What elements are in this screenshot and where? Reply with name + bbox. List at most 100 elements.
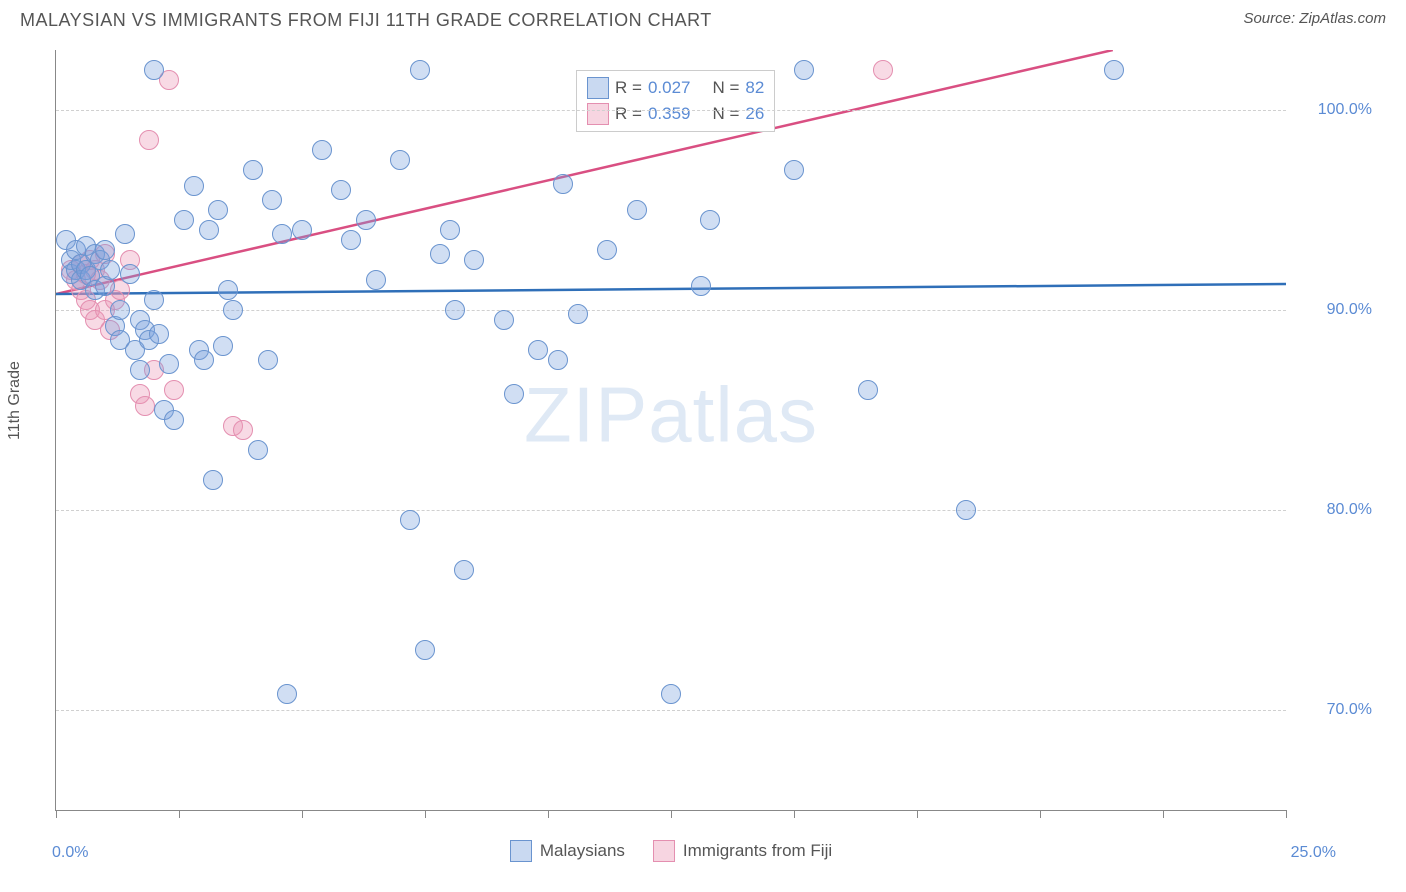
malaysians-point xyxy=(445,300,465,320)
x-axis-min-label: 0.0% xyxy=(52,844,88,862)
malaysians-point xyxy=(390,150,410,170)
x-tick xyxy=(671,810,672,818)
malaysians-point xyxy=(858,380,878,400)
x-tick xyxy=(179,810,180,818)
malaysians-point xyxy=(366,270,386,290)
malaysians-point xyxy=(410,60,430,80)
malaysians-point xyxy=(784,160,804,180)
malaysians-point xyxy=(184,176,204,196)
malaysians-point xyxy=(95,240,115,260)
malaysians-point xyxy=(144,290,164,310)
malaysians-point xyxy=(627,200,647,220)
legend-r-value-blue: 0.027 xyxy=(648,78,691,98)
legend-swatch-pink xyxy=(587,103,609,125)
malaysians-point xyxy=(258,350,278,370)
malaysians-point xyxy=(691,276,711,296)
malaysians-point xyxy=(218,280,238,300)
malaysians-point xyxy=(100,260,120,280)
malaysians-point xyxy=(159,354,179,374)
y-tick-label: 70.0% xyxy=(1292,701,1372,719)
malaysians-point xyxy=(341,230,361,250)
x-tick xyxy=(1040,810,1041,818)
malaysians-point xyxy=(277,684,297,704)
watermark: ZIPatlas xyxy=(524,369,818,460)
y-tick-label: 100.0% xyxy=(1292,101,1372,119)
malaysians-point xyxy=(454,560,474,580)
legend-swatch-blue xyxy=(510,840,532,862)
malaysians-point xyxy=(956,500,976,520)
malaysians-point xyxy=(110,300,130,320)
legend-n-prefix: N = xyxy=(712,78,739,98)
fiji-point xyxy=(139,130,159,150)
malaysians-point xyxy=(120,264,140,284)
malaysians-point xyxy=(415,640,435,660)
x-tick xyxy=(1163,810,1164,818)
malaysians-point xyxy=(312,140,332,160)
malaysians-point xyxy=(164,410,184,430)
fiji-point xyxy=(164,380,184,400)
fiji-point xyxy=(873,60,893,80)
malaysians-point xyxy=(553,174,573,194)
legend-row-fiji: R = 0.359 N = 26 xyxy=(587,101,764,127)
x-tick xyxy=(794,810,795,818)
y-tick-label: 80.0% xyxy=(1292,501,1372,519)
malaysians-point xyxy=(494,310,514,330)
malaysians-point xyxy=(1104,60,1124,80)
malaysians-point xyxy=(597,240,617,260)
malaysians-point xyxy=(243,160,263,180)
malaysians-point xyxy=(548,350,568,370)
malaysians-point xyxy=(794,60,814,80)
legend-item-malaysians: Malaysians xyxy=(510,840,625,862)
malaysians-point xyxy=(504,384,524,404)
malaysians-point xyxy=(400,510,420,530)
series-legend: Malaysians Immigrants from Fiji xyxy=(56,840,1286,862)
malaysians-point xyxy=(144,60,164,80)
malaysians-point xyxy=(440,220,460,240)
y-axis-label: 11th Grade xyxy=(6,361,24,440)
trend-line xyxy=(56,284,1286,294)
x-axis-max-label: 25.0% xyxy=(1291,844,1336,862)
plot-area: ZIPatlas R = 0.027 N = 82 R = 0.359 N = … xyxy=(55,50,1286,811)
malaysians-point xyxy=(568,304,588,324)
x-tick xyxy=(302,810,303,818)
malaysians-point xyxy=(661,684,681,704)
malaysians-point xyxy=(149,324,169,344)
watermark-bold: ZIP xyxy=(524,370,648,458)
malaysians-point xyxy=(194,350,214,370)
malaysians-point xyxy=(700,210,720,230)
x-tick xyxy=(1286,810,1287,818)
malaysians-point xyxy=(248,440,268,460)
malaysians-point xyxy=(174,210,194,230)
watermark-thin: atlas xyxy=(648,370,818,458)
x-tick xyxy=(425,810,426,818)
legend-label-fiji: Immigrants from Fiji xyxy=(683,841,832,861)
legend-swatch-blue xyxy=(587,77,609,99)
legend-r-value-pink: 0.359 xyxy=(648,104,691,124)
gridline xyxy=(56,710,1286,711)
legend-label-malaysians: Malaysians xyxy=(540,841,625,861)
malaysians-point xyxy=(262,190,282,210)
gridline xyxy=(56,510,1286,511)
chart-title: MALAYSIAN VS IMMIGRANTS FROM FIJI 11TH G… xyxy=(20,10,712,31)
correlation-legend: R = 0.027 N = 82 R = 0.359 N = 26 xyxy=(576,70,775,132)
legend-swatch-pink xyxy=(653,840,675,862)
legend-n-value-pink: 26 xyxy=(745,104,764,124)
legend-row-malaysians: R = 0.027 N = 82 xyxy=(587,75,764,101)
malaysians-point xyxy=(528,340,548,360)
x-tick xyxy=(917,810,918,818)
malaysians-point xyxy=(272,224,292,244)
x-tick xyxy=(548,810,549,818)
malaysians-point xyxy=(464,250,484,270)
gridline xyxy=(56,110,1286,111)
malaysians-point xyxy=(130,360,150,380)
malaysians-point xyxy=(208,200,228,220)
legend-n-value-blue: 82 xyxy=(745,78,764,98)
malaysians-point xyxy=(356,210,376,230)
legend-item-fiji: Immigrants from Fiji xyxy=(653,840,832,862)
malaysians-point xyxy=(430,244,450,264)
legend-r-prefix: R = xyxy=(615,104,642,124)
x-tick xyxy=(56,810,57,818)
chart-container: 11th Grade ZIPatlas R = 0.027 N = 82 R =… xyxy=(0,40,1406,892)
malaysians-point xyxy=(223,300,243,320)
malaysians-point xyxy=(331,180,351,200)
